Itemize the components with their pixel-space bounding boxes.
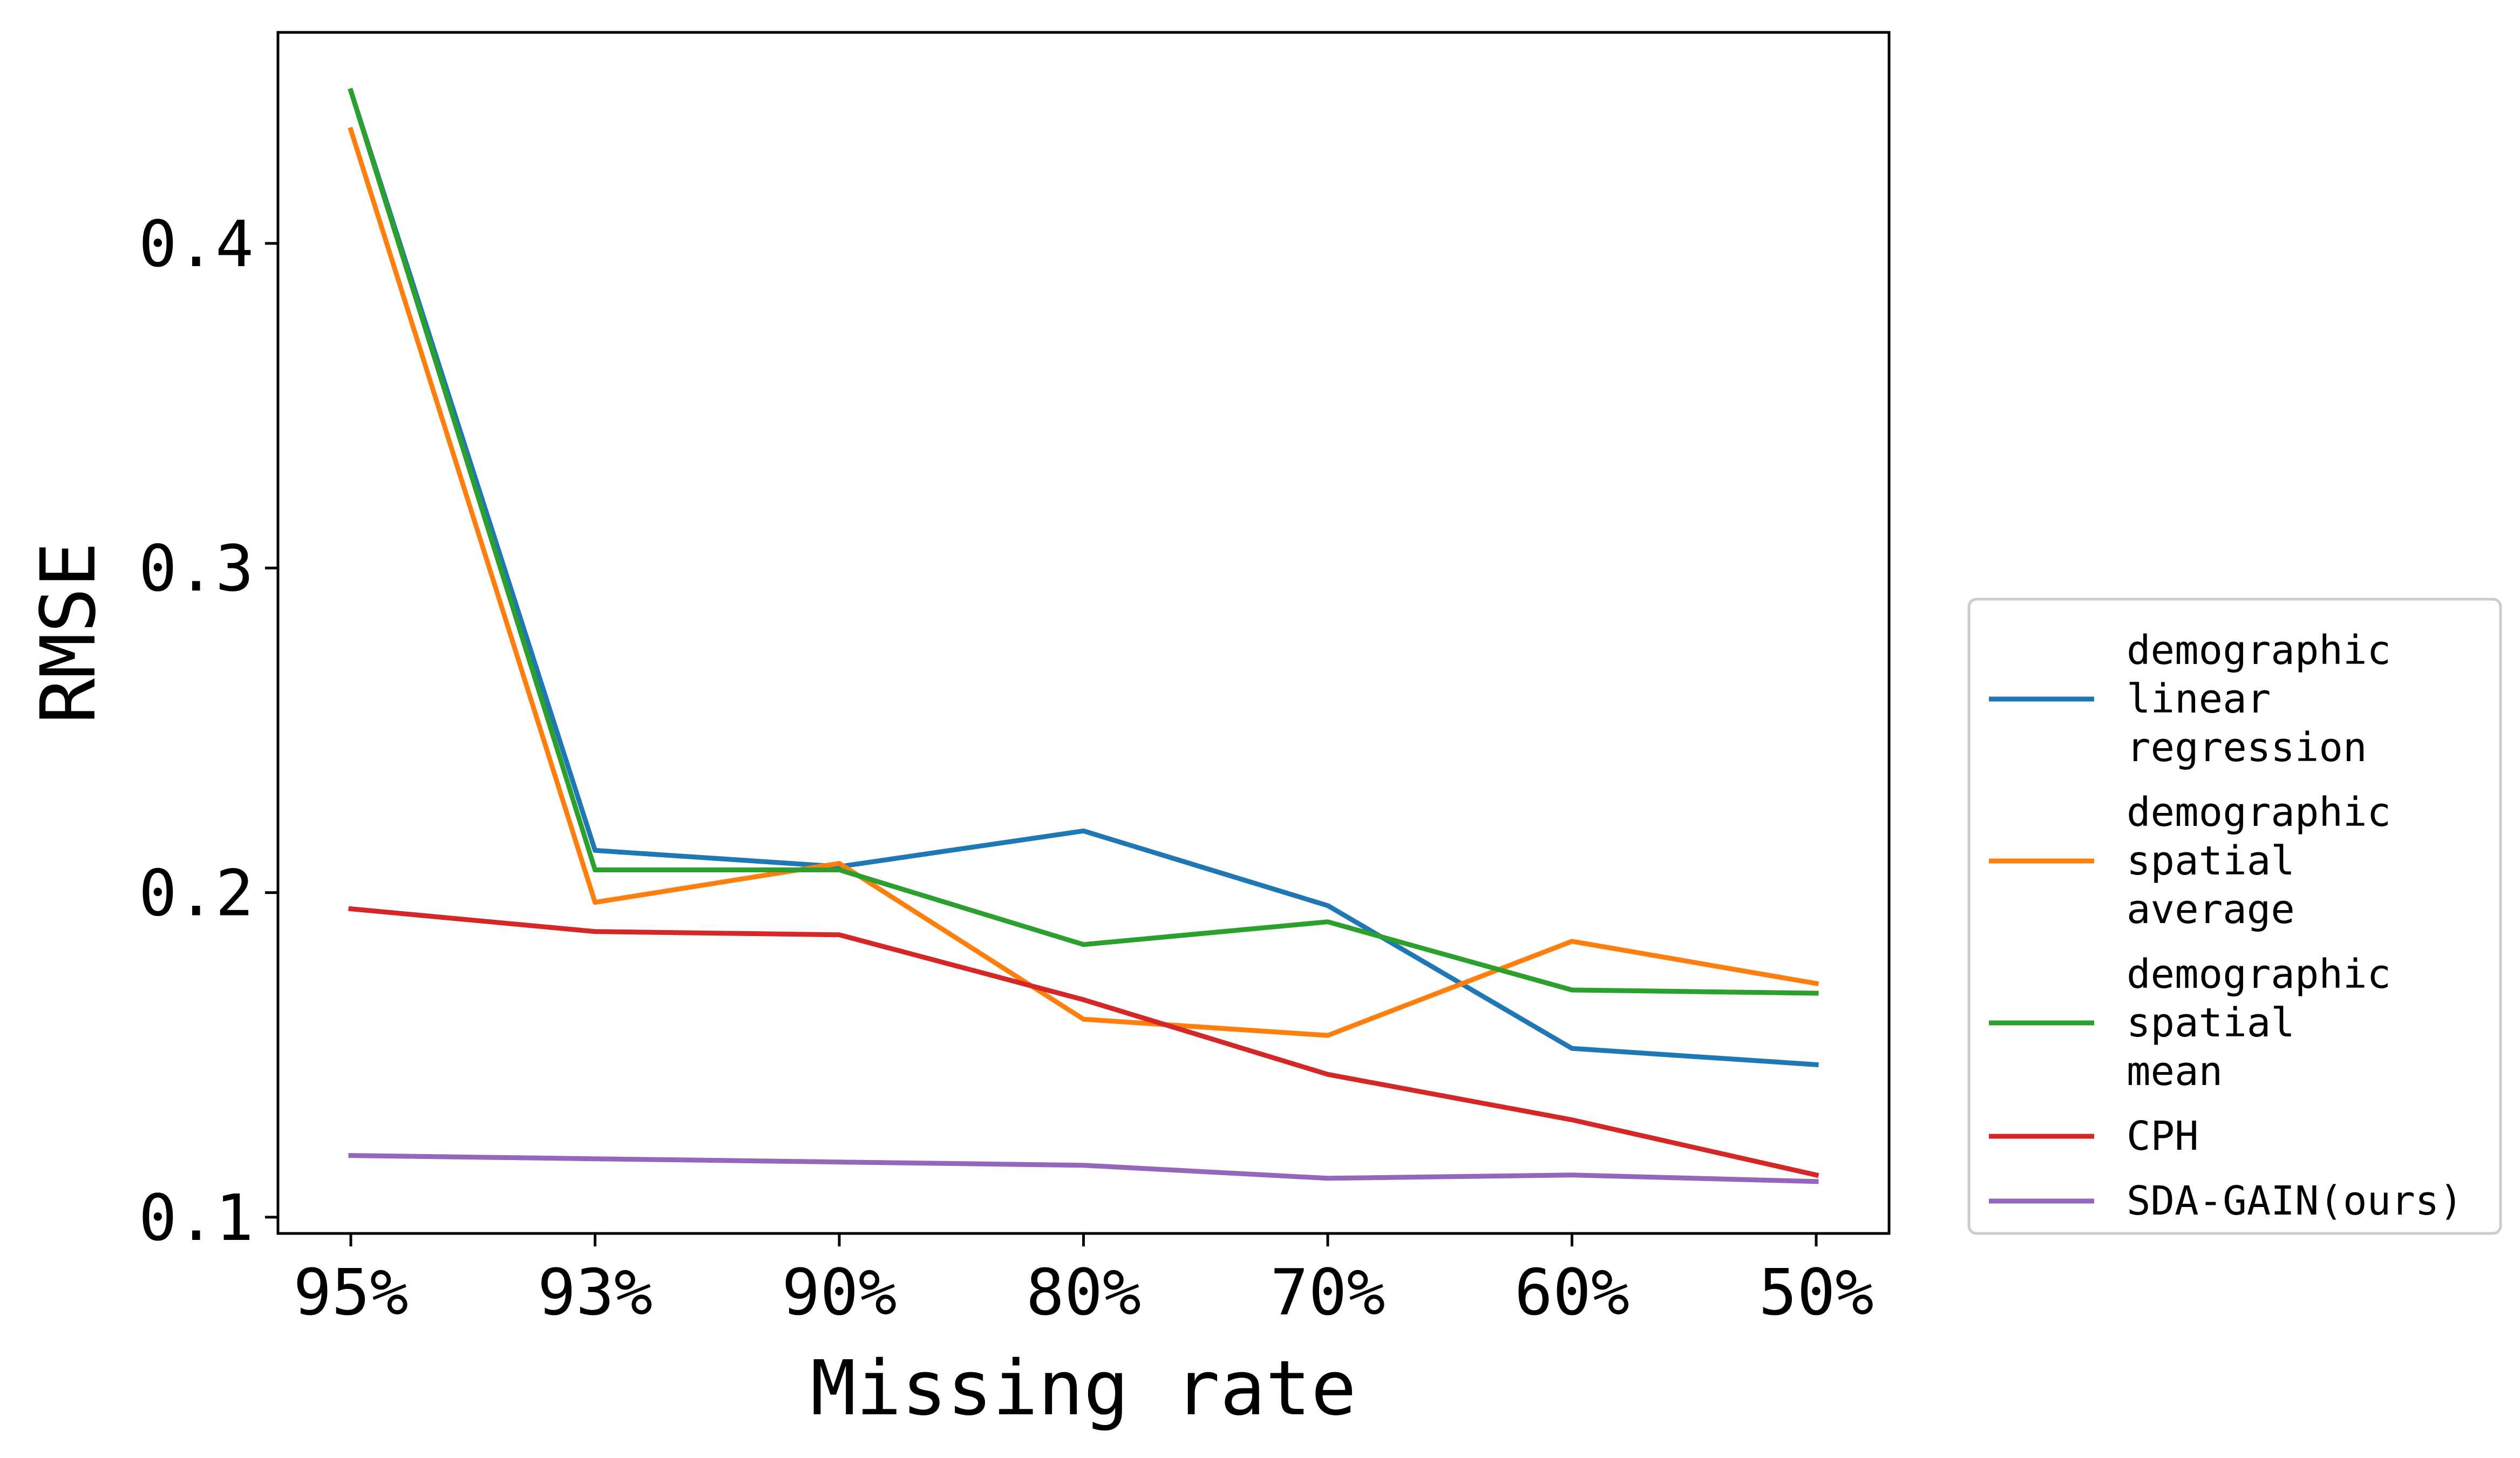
y-axis-label: RMSE <box>25 542 113 724</box>
legend-label-line: demographic <box>2127 789 2391 836</box>
x-tick-label: 50% <box>1758 1255 1873 1330</box>
x-tick-label: 60% <box>1514 1255 1629 1330</box>
legend-label-line: average <box>2127 886 2295 933</box>
legend-label-line: spatial <box>2127 838 2295 884</box>
y-tick-label: 0.3 <box>139 531 254 606</box>
series-line-1 <box>348 87 1819 1068</box>
legend-label-line: regression <box>2127 724 2367 771</box>
plot-series-group <box>348 87 1819 1184</box>
legend-label-line: demographic <box>2127 951 2391 998</box>
x-tick-label: 93% <box>538 1255 653 1330</box>
x-tick-label: 95% <box>293 1255 408 1330</box>
series-line-5 <box>348 1153 1819 1184</box>
legend-label-line: demographic <box>2127 627 2391 674</box>
x-tick-label: 90% <box>782 1255 896 1330</box>
x-axis-label: Missing rate <box>811 1345 1356 1433</box>
legend-label-line: CPH <box>2127 1113 2199 1159</box>
x-tick-label: 70% <box>1270 1255 1385 1330</box>
legend-label-line: linear <box>2127 676 2271 722</box>
x-axis: 95% 93% 90% 80% 70% 60% 50% <box>293 1233 1874 1330</box>
legend-label-line: mean <box>2127 1048 2223 1095</box>
legend-label-line: SDA-GAIN(ours) <box>2127 1178 2463 1224</box>
series-line-4 <box>348 906 1819 1178</box>
legend-label-line: spatial <box>2127 1000 2295 1046</box>
series-line-3 <box>348 87 1819 996</box>
y-tick-label: 0.4 <box>139 207 254 281</box>
y-tick-label: 0.2 <box>139 856 254 931</box>
series-line-2 <box>348 126 1819 1038</box>
y-axis: 0.1 0.2 0.3 0.4 <box>139 207 278 1255</box>
y-tick-label: 0.1 <box>139 1181 254 1255</box>
legend: demographiclinearregressiondemographicsp… <box>1967 598 2502 1235</box>
x-tick-label: 80% <box>1026 1255 1141 1330</box>
legend-box <box>1967 598 2502 1235</box>
